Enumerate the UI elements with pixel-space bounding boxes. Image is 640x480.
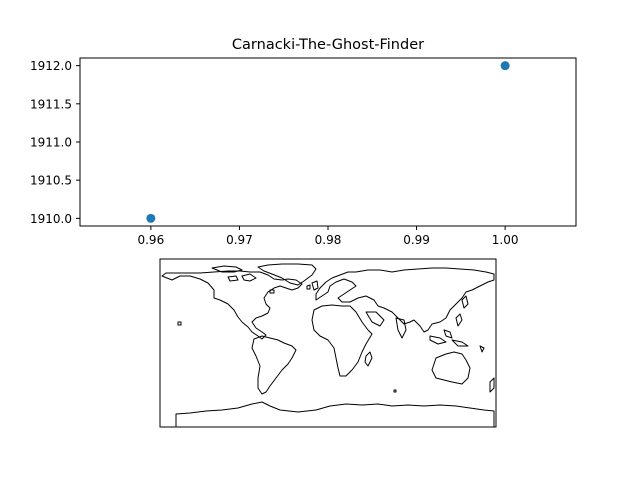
coastline-southeast-asia: [429, 295, 469, 347]
coastline-arctic-islands: [211, 265, 257, 282]
data-point: [146, 213, 156, 223]
map-frame: [159, 258, 497, 428]
data-point: [500, 61, 510, 71]
coastline-british-isles: [306, 280, 319, 291]
x-axis: 0.96 0.97 0.98 0.99 1.00: [137, 226, 519, 247]
y-axis: 1910.0 1910.5 1911.0 1911.5 1912.0: [30, 59, 80, 226]
coastline-new-zealand: [489, 377, 495, 393]
y-tick-label: 1911.0: [30, 136, 72, 150]
y-tick-label: 1912.0: [30, 59, 72, 73]
data-points: [146, 61, 510, 223]
world-map: [159, 258, 497, 428]
y-tick-label: 1910.5: [30, 174, 72, 188]
scatter-chart: Carnacki-The-Ghost-Finder 0.96 0.97 0.98 0.…: [30, 37, 577, 247]
coastline-africa: [311, 304, 373, 377]
chart-title: Carnacki-The-Ghost-Finder: [232, 37, 424, 53]
coastline-australia: [431, 351, 471, 385]
coastline-madagascar: [364, 351, 373, 367]
coastline-north-america: [161, 270, 303, 340]
x-tick-label: 0.96: [137, 233, 164, 247]
coastline-arabia-india: [365, 311, 407, 339]
x-tick-label: 0.98: [315, 233, 342, 247]
coastline-eurasia: [315, 267, 495, 333]
coastline-antarctica: [175, 401, 495, 427]
x-tick-label: 0.99: [403, 233, 430, 247]
coastline-small-islands: [177, 289, 485, 393]
x-tick-label: 0.97: [226, 233, 253, 247]
x-tick-label: 1.00: [492, 233, 519, 247]
plot-area: [79, 57, 577, 227]
coastline-greenland: [257, 263, 317, 286]
coastline-south-america: [251, 335, 297, 395]
y-tick-label: 1911.5: [30, 97, 72, 111]
y-tick-label: 1910.0: [30, 212, 72, 226]
